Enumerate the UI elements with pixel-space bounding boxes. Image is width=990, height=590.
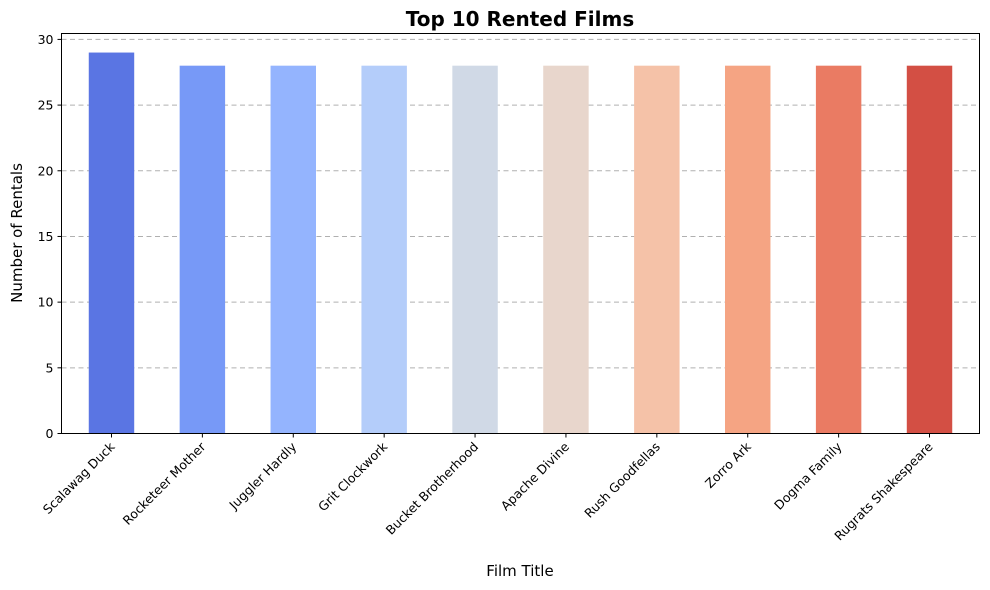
bar	[179, 65, 226, 434]
y-tick-label: 15	[38, 229, 54, 244]
x-axis-label: Film Title	[486, 562, 553, 580]
bar	[361, 65, 407, 434]
bars	[88, 52, 953, 434]
y-tick-label: 10	[38, 295, 54, 310]
y-tick-label: 5	[46, 360, 54, 375]
x-axis: Scalawag Duck Rocketeer Mother Juggler Har…	[40, 433, 936, 544]
x-tick-label: Scalawag Duck	[40, 438, 118, 516]
x-tick-label: Rugrats Shakespeare	[831, 439, 936, 544]
bar	[725, 65, 771, 434]
bar	[452, 65, 498, 434]
y-tick-label: 20	[38, 163, 54, 178]
bar	[634, 65, 680, 434]
x-tick-label: Juggler Hardly	[225, 439, 299, 513]
bar	[543, 65, 589, 434]
x-tick-label: Dogma Family	[771, 439, 845, 513]
bar	[270, 65, 316, 434]
x-tick-label: Rush Goodfellas	[581, 439, 663, 521]
plot-frame	[61, 33, 980, 434]
bar	[906, 65, 953, 434]
bar	[88, 52, 135, 434]
bar	[815, 65, 862, 434]
x-tick-label: Grit Clockwork	[315, 438, 391, 514]
chart-title: Top 10 Rented Films	[406, 7, 635, 31]
y-axis-label: Number of Rentals	[8, 163, 26, 303]
x-tick-label: Rocketeer Mother	[120, 438, 209, 527]
y-axis: 0 5 10 15 20 25 30	[38, 32, 62, 441]
y-tick-label: 25	[38, 98, 54, 113]
x-tick-label: Apache Divine	[498, 439, 573, 514]
x-tick-label: Zorro Ark	[702, 438, 755, 491]
y-tick-label: 0	[46, 426, 54, 441]
x-tick-label: Bucket Brotherhood	[383, 439, 482, 538]
y-tick-label: 30	[38, 32, 54, 47]
